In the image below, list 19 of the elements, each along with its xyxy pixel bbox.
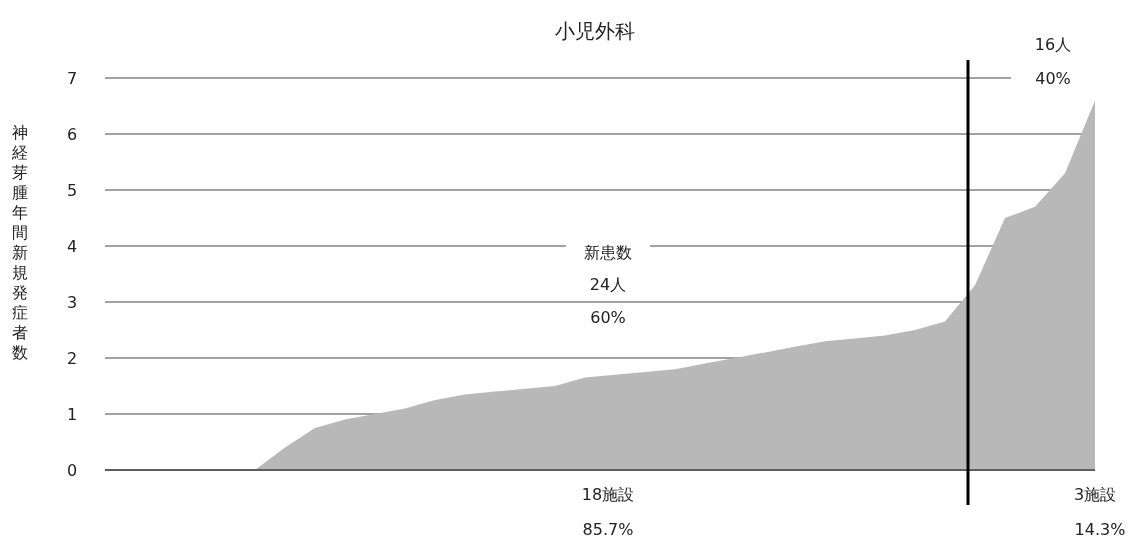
- text: 3施設: [1073, 485, 1117, 504]
- annotation: 新患数: [584, 243, 632, 262]
- chart-title: 小児外科: [555, 19, 635, 43]
- y-tick-label: 3: [66, 293, 78, 312]
- text: 神経芽腫年間新規発症者数: [12, 123, 28, 362]
- y-tick-label: 7: [66, 69, 78, 88]
- annotation: 40%: [1035, 69, 1071, 88]
- annotation: 60%: [590, 308, 626, 327]
- text: 14.3%: [1074, 520, 1126, 539]
- y-tick-label: 4: [66, 237, 78, 256]
- annotation: 24人: [589, 275, 627, 294]
- y-tick-label: 5: [66, 181, 78, 200]
- text: 16人: [1034, 35, 1072, 54]
- y-tick-label: 0: [66, 461, 78, 480]
- text: 18施設: [581, 485, 635, 504]
- y-tick-label: 2: [66, 349, 78, 368]
- text: 85.7%: [582, 520, 634, 539]
- y-tick-label: 1: [66, 405, 78, 424]
- y-tick-label: 6: [66, 125, 78, 144]
